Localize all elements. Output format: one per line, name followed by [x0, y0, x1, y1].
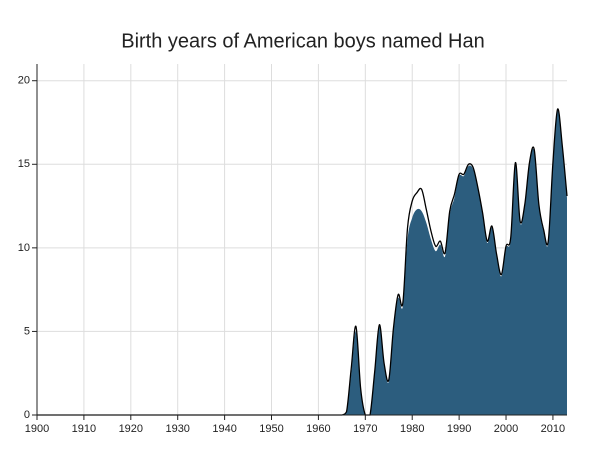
x-tick-label: 1930	[165, 423, 189, 435]
x-tick-label: 1910	[72, 423, 96, 435]
chart-title: Birth years of American boys named Han	[121, 30, 485, 52]
y-tick-label: 10	[18, 242, 30, 254]
x-tick-label: 1990	[447, 423, 471, 435]
area	[37, 110, 567, 415]
y-tick-label: 20	[18, 75, 30, 87]
x-tick-label: 1940	[212, 423, 236, 435]
y-tick-label: 15	[18, 158, 30, 170]
x-tick-label: 1900	[25, 423, 49, 435]
x-tick-label: 1920	[119, 423, 143, 435]
x-tick-label: 1960	[306, 423, 330, 435]
y-tick-label: 0	[24, 409, 30, 421]
x-tick-label: 2000	[494, 423, 518, 435]
x-tick-label: 1980	[400, 423, 424, 435]
y-tick-label: 5	[24, 325, 30, 337]
x-tick-label: 1970	[353, 423, 377, 435]
x-tick-label: 2010	[541, 423, 565, 435]
x-tick-label: 1950	[259, 423, 283, 435]
